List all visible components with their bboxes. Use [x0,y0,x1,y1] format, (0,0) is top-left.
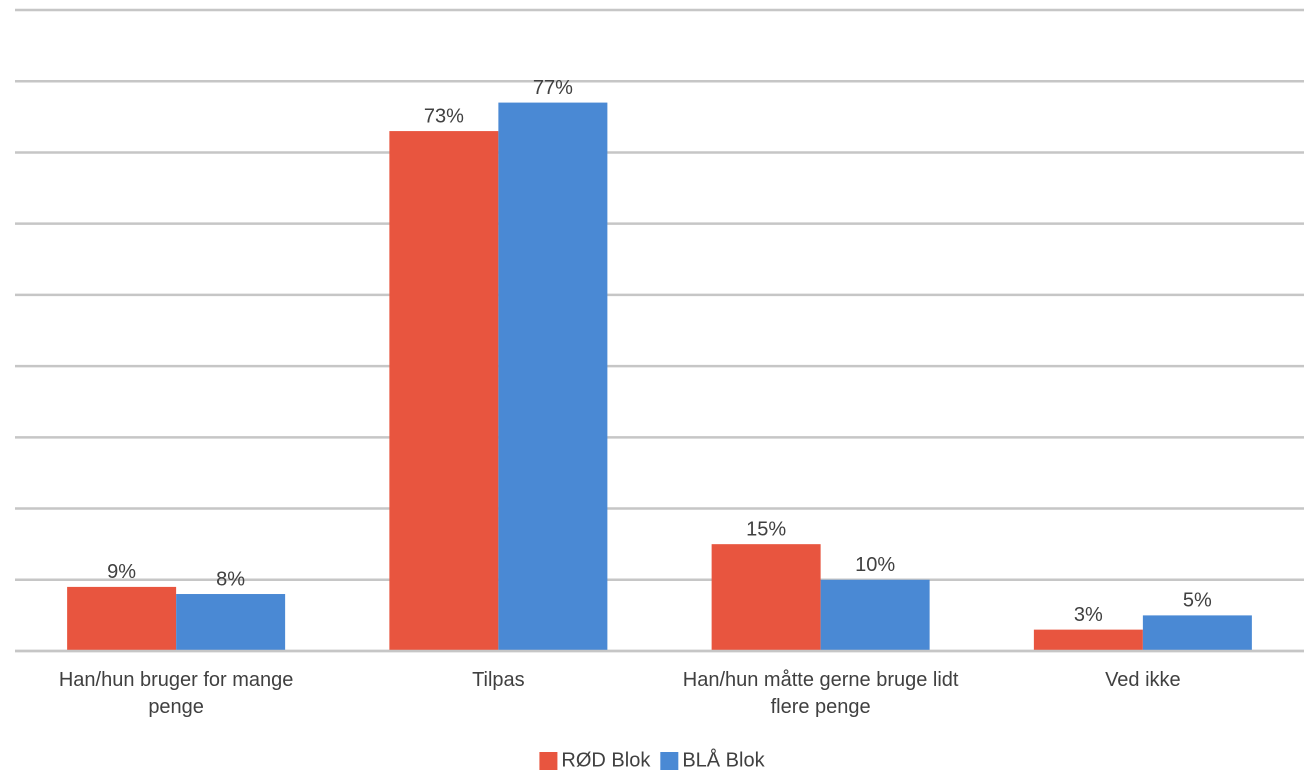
data-label: 10% [855,554,895,576]
data-label: 8% [216,568,245,590]
x-tick-label: Han/hun bruger for mange penge [59,669,294,718]
legend-swatch [660,752,679,770]
bar [176,594,286,651]
x-tick-label: Han/hun måtte gerne bruge lidt flere peng… [683,669,959,718]
data-label: 3% [1074,604,1103,626]
bar [389,131,499,652]
bar [498,102,608,652]
data-label: 5% [1183,590,1212,612]
legend-label: BLÅ Blok [682,748,765,771]
data-label: 15% [746,518,786,540]
data-label: 73% [424,105,464,127]
data-label: 77% [533,77,573,99]
x-tick-label: Ved ikke [1105,669,1181,691]
bar [1142,615,1252,651]
bar [711,544,821,651]
bar [67,586,177,651]
legend-label: RØD Blok [561,749,651,771]
bar [820,579,930,651]
x-tick-label: Tilpas [472,669,525,691]
legend-swatch [539,752,558,770]
data-label: 9% [107,561,136,583]
bar [1033,629,1143,651]
